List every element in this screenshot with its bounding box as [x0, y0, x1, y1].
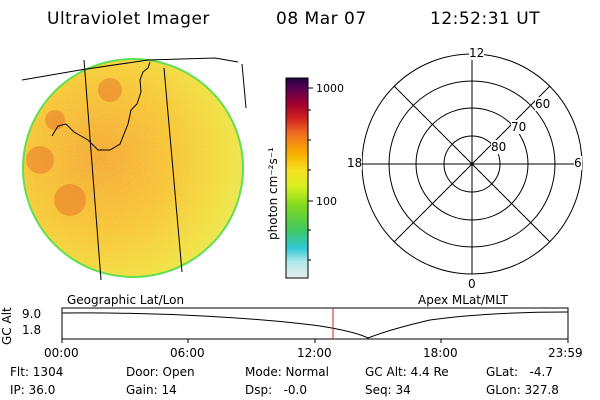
timeline-x-tick-2359: 23:59 [548, 346, 583, 360]
info-ip: IP: 36.0 [10, 383, 56, 397]
altitude-curve [61, 311, 569, 339]
time-label: 12:52:31 UT [430, 9, 541, 29]
timeline-x-tick-1800: 18:00 [423, 346, 458, 360]
date-label: 08 Mar 07 [276, 9, 367, 29]
timeline-right-label: Apex MLat/MLT [418, 293, 508, 307]
info-gc-alt: GC Alt: 4.4 Re [365, 365, 449, 379]
lat-label-80: 80 [491, 140, 507, 154]
info-mode: Mode: Normal [245, 365, 329, 379]
timeline-frame [61, 307, 569, 340]
timeline-x-tick-0000: 00:00 [44, 346, 79, 360]
lat-label-70: 70 [511, 120, 527, 134]
colorbar [285, 77, 313, 279]
timeline-x-tick-1200: 12:00 [297, 346, 332, 360]
colorbar-tick-100: 100 [316, 195, 337, 208]
polar-plot [361, 53, 583, 275]
timeline-x-tick-0600: 06:00 [170, 346, 205, 360]
mlt-label-18: 18 [347, 156, 363, 170]
colorbar-gradient [285, 77, 309, 279]
info-glat: GLat: -4.7 [486, 365, 553, 379]
info-door: Door: Open [126, 365, 195, 379]
info-flt: Flt: 1304 [10, 365, 64, 379]
info-glon: GLon: 327.8 [486, 383, 559, 397]
mlt-label-0: 0 [468, 277, 476, 291]
mlt-label-6: 6 [574, 156, 582, 170]
info-gain: Gain: 14 [126, 383, 177, 397]
timeline-y-tick-1: 1.8 [22, 323, 42, 337]
timeline-left-label: Geographic Lat/Lon [67, 293, 185, 307]
polar-diagonal-2 [393, 85, 551, 243]
lat-label-60: 60 [535, 97, 551, 111]
earth-disc [22, 58, 244, 278]
info-seq: Seq: 34 [365, 383, 411, 397]
instrument-title: Ultraviolet Imager [47, 9, 210, 29]
info-dsp: Dsp: -0.0 [245, 383, 308, 397]
mlt-label-12: 12 [469, 46, 485, 60]
timeline-y-tick-9: 9.0 [22, 307, 42, 321]
geographic-grid-lines [21, 57, 247, 281]
colorbar-tick-1000: 1000 [316, 82, 344, 95]
